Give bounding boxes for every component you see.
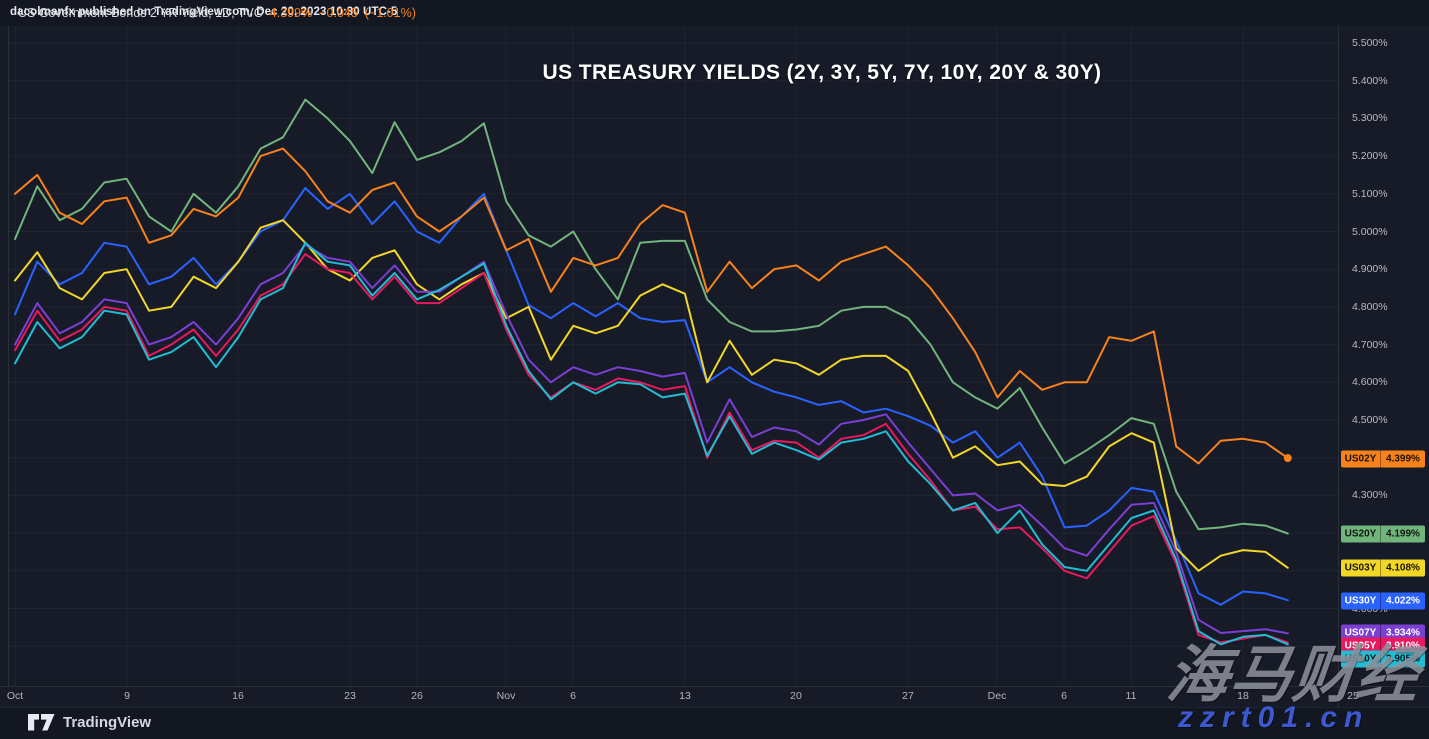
time-axis-label: 9 bbox=[124, 690, 130, 702]
badge-value: 4.399% bbox=[1386, 453, 1420, 465]
time-axis-label: 11 bbox=[1125, 690, 1137, 702]
price-badge-us20y: US20Y 4.199% bbox=[1341, 525, 1425, 543]
price-scale-label: 5.400% bbox=[1352, 74, 1388, 87]
time-axis-label: 13 bbox=[679, 690, 691, 702]
change-percent: (−1.01%) bbox=[364, 6, 416, 20]
price-scale-label: 4.600% bbox=[1352, 376, 1388, 389]
price-scale-label: 5.500% bbox=[1352, 37, 1388, 49]
series-line-us30y bbox=[14, 187, 1289, 606]
badge-ticker: US03Y bbox=[1344, 562, 1377, 574]
watermark-url: zzrt01.cn bbox=[1178, 701, 1370, 734]
price-badge-us10y: US10Y 3.905% bbox=[1341, 650, 1425, 668]
badge-ticker: US30Y bbox=[1344, 595, 1377, 607]
time-axis-border bbox=[0, 686, 1429, 687]
badge-divider bbox=[1380, 450, 1381, 468]
badge-ticker: US20Y bbox=[1344, 528, 1377, 540]
price-scale-label: 5.200% bbox=[1352, 150, 1388, 163]
symbol-title[interactable]: US Government Bonds 2 YR Yield, 1D, TVC bbox=[18, 6, 263, 20]
tradingview-brand-text: TradingView bbox=[63, 714, 152, 731]
price-badge-us02y: US02Y 4.399% bbox=[1341, 450, 1425, 468]
badge-value: 4.108% bbox=[1386, 562, 1420, 574]
badge-divider bbox=[1380, 624, 1381, 642]
badge-ticker: US07Y bbox=[1344, 627, 1377, 639]
badge-value: 3.905% bbox=[1386, 653, 1420, 665]
chart-title-annotation: US TREASURY YIELDS (2Y, 3Y, 5Y, 7Y, 10Y,… bbox=[542, 61, 1102, 84]
bottom-toolbar bbox=[0, 707, 1429, 739]
series-line-us10y bbox=[14, 241, 1289, 646]
badge-ticker: US02Y bbox=[1344, 453, 1377, 465]
badge-divider bbox=[1380, 592, 1381, 610]
time-axis-label: 25 bbox=[1347, 690, 1359, 702]
badge-value: 3.934% bbox=[1386, 627, 1420, 639]
badge-value: 4.022% bbox=[1386, 595, 1420, 607]
price-scale-label: 4.900% bbox=[1352, 263, 1388, 276]
price-scale-label: 4.300% bbox=[1352, 489, 1388, 502]
badge-value: 3.910% bbox=[1386, 640, 1420, 652]
badge-divider bbox=[1380, 650, 1381, 668]
symbol-header[interactable]: US Government Bonds 2 YR Yield, 1D, TVC 4… bbox=[18, 6, 416, 20]
publish-bar: dacolmanfx published on TradingView.com,… bbox=[0, 0, 1429, 26]
price-scale-label: 5.100% bbox=[1352, 187, 1388, 200]
time-axis-label: Oct bbox=[6, 690, 24, 702]
time-axis-label: Nov bbox=[496, 690, 516, 702]
tradingview-mark-icon bbox=[28, 714, 55, 731]
badge-divider bbox=[1380, 525, 1381, 543]
badge-divider bbox=[1380, 637, 1381, 655]
badge-value: 4.199% bbox=[1386, 528, 1420, 540]
time-axis-label: 6 bbox=[570, 690, 576, 702]
badge-ticker: US05Y bbox=[1344, 640, 1377, 652]
time-axis-label: 26 bbox=[411, 690, 423, 702]
time-axis-label: 23 bbox=[344, 690, 356, 702]
pane-left-border bbox=[8, 26, 9, 686]
time-axis-label: 16 bbox=[232, 690, 244, 702]
series-line-us20y bbox=[14, 98, 1289, 535]
price-badge-us07y: US07Y 3.934% bbox=[1341, 624, 1425, 642]
badge-ticker: US10Y bbox=[1344, 653, 1377, 665]
price-scale-label: 4.500% bbox=[1352, 414, 1388, 426]
change-value: −0.045 bbox=[319, 6, 358, 20]
price-scale-label: 4.700% bbox=[1352, 338, 1388, 351]
price-scale-label: 4.800% bbox=[1352, 300, 1388, 313]
time-axis-label: 18 bbox=[1237, 690, 1249, 702]
time-axis-label: Dec bbox=[987, 690, 1007, 702]
last-value: 4.399% bbox=[269, 6, 313, 20]
price-badge-us03y: US03Y 4.108% bbox=[1341, 559, 1425, 577]
series-line-us07y bbox=[14, 243, 1289, 635]
tradingview-logo[interactable]: TradingView bbox=[28, 714, 151, 731]
badge-divider bbox=[1380, 559, 1381, 577]
price-badge-us05y: US05Y 3.910% bbox=[1341, 637, 1425, 655]
price-scale-label: 5.300% bbox=[1352, 112, 1388, 125]
price-badge-us30y: US30Y 4.022% bbox=[1341, 592, 1425, 610]
last-price-dot-us02y bbox=[1283, 454, 1292, 463]
time-axis-label: 20 bbox=[790, 690, 802, 702]
price-scale-label: 5.000% bbox=[1352, 225, 1388, 238]
time-axis-label: 6 bbox=[1061, 690, 1067, 702]
time-axis-label: 27 bbox=[902, 690, 914, 702]
series-line-us05y bbox=[14, 253, 1289, 644]
price-scale-border bbox=[1338, 26, 1339, 707]
publish-text: dacolmanfx published on TradingView.com,… bbox=[10, 6, 398, 18]
series-line-us02y bbox=[14, 147, 1289, 465]
series-line-us03y bbox=[14, 219, 1289, 572]
